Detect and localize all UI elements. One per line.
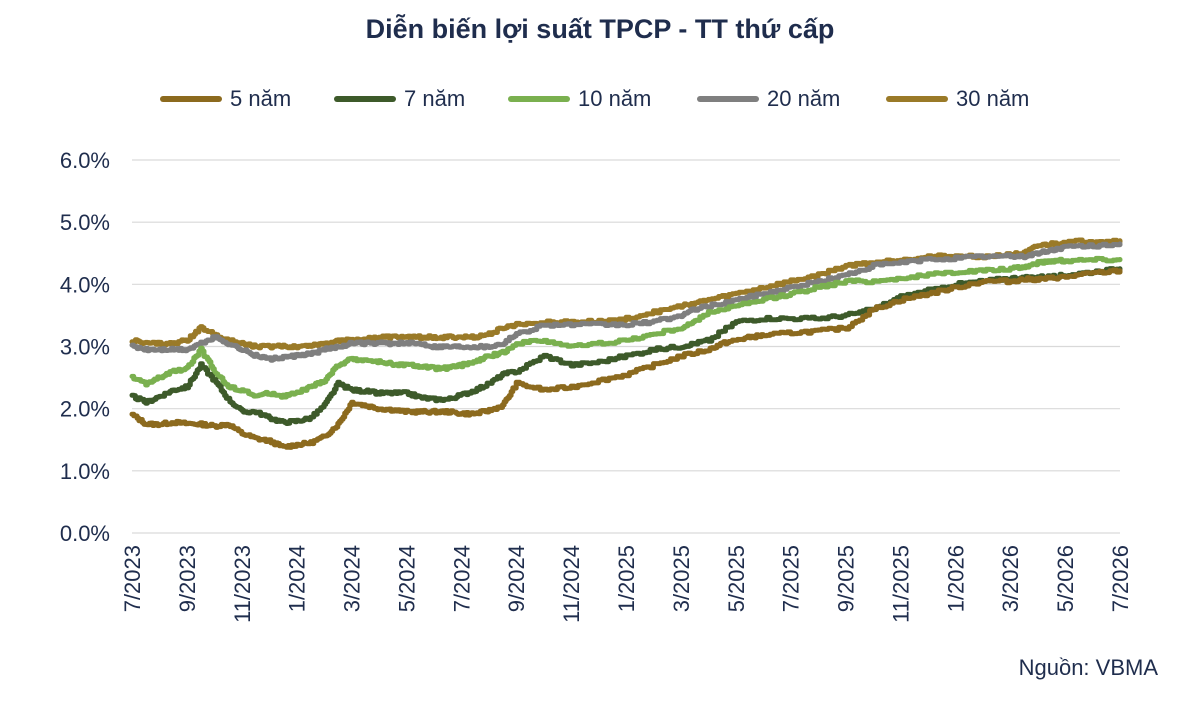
x-tick-label: 3/2024 xyxy=(340,545,365,612)
legend-item-20-nam: 20 năm xyxy=(697,84,840,114)
x-tick-label: 7/2023 xyxy=(120,545,145,612)
x-tick-label: 9/2023 xyxy=(175,545,200,612)
y-tick-label: 1.0% xyxy=(60,459,110,484)
x-tick-label: 7/2025 xyxy=(779,545,804,612)
legend-label-7-nam: 7 năm xyxy=(404,86,466,111)
x-tick-label: 3/2026 xyxy=(998,545,1023,612)
legend-label-20-nam: 20 năm xyxy=(767,86,841,111)
y-tick-label: 3.0% xyxy=(60,335,110,360)
x-tick-label: 7/2024 xyxy=(449,545,474,612)
legend-swatch-30-nam xyxy=(886,96,948,102)
x-tick-label: 1/2025 xyxy=(614,545,639,612)
y-tick-label: 6.0% xyxy=(60,148,110,173)
x-tick-label: 11/2023 xyxy=(230,545,255,623)
x-tick-label: 9/2025 xyxy=(834,545,859,612)
x-tick-label: 1/2024 xyxy=(285,545,310,612)
legend-item-7-nam: 7 năm xyxy=(334,84,465,114)
legend-swatch-5-nam xyxy=(160,96,222,102)
legend-item-30-nam: 30 năm xyxy=(886,84,1029,114)
series-line-7-năm xyxy=(129,266,1123,426)
series-line-10-năm xyxy=(129,255,1123,400)
legend: 5 năm 7 năm 10 năm 20 năm 30 năm xyxy=(0,84,1200,114)
x-tick-label: 1/2026 xyxy=(943,545,968,612)
legend-swatch-7-nam xyxy=(334,96,396,102)
series-line-5-năm xyxy=(129,267,1123,450)
x-tick-label: 5/2024 xyxy=(394,545,419,612)
legend-swatch-10-nam xyxy=(508,96,570,102)
y-tick-label: 2.0% xyxy=(60,397,110,422)
x-tick-label: 7/2026 xyxy=(1108,545,1133,612)
source-note: Nguồn: VBMA xyxy=(1018,655,1158,680)
legend-item-10-nam: 10 năm xyxy=(508,84,651,114)
x-tick-label: 11/2025 xyxy=(888,545,913,623)
x-tick-label: 9/2024 xyxy=(504,545,529,612)
y-tick-label: 5.0% xyxy=(60,210,110,235)
x-tick-label: 5/2025 xyxy=(724,545,749,612)
y-tick-label: 0.0% xyxy=(60,521,110,546)
legend-swatch-20-nam xyxy=(697,96,759,102)
series-line-20-năm xyxy=(129,241,1123,363)
legend-item-5-nam: 5 năm xyxy=(160,84,291,114)
y-tick-label: 4.0% xyxy=(60,272,110,297)
x-tick-label: 5/2026 xyxy=(1053,545,1078,612)
legend-label-30-nam: 30 năm xyxy=(956,86,1030,111)
x-tick-label: 3/2025 xyxy=(669,545,694,612)
x-tick-label: 11/2024 xyxy=(559,545,584,623)
legend-label-10-nam: 10 năm xyxy=(578,86,652,111)
legend-label-5-nam: 5 năm xyxy=(230,86,292,111)
chart-title: Diễn biến lợi suất TPCP - TT thứ cấp xyxy=(365,14,835,44)
